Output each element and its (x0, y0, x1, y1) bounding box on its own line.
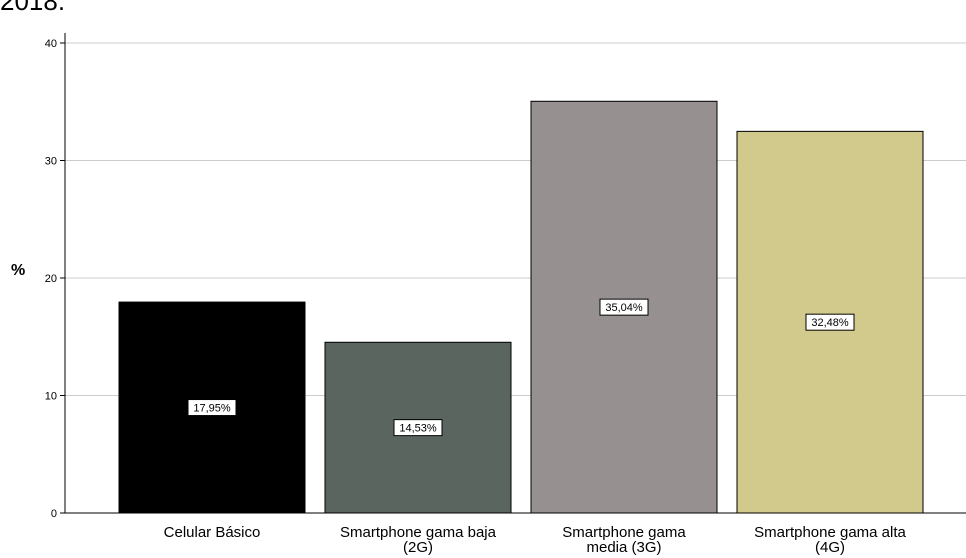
y-tick-label: 10 (45, 391, 57, 403)
data-label: 32,48% (811, 317, 849, 329)
bars (118, 100, 924, 514)
y-tick-label: 0 (51, 508, 57, 520)
category-label: Celular Básico (164, 524, 261, 541)
y-tick-label: 40 (45, 38, 57, 50)
data-label-box (599, 298, 649, 316)
top-caption-text: 2018. (0, 0, 66, 16)
data-labels: 17,95% 14,53% 35,04% 32,48% (187, 298, 855, 437)
data-label: 14,53% (399, 423, 437, 435)
category-label: Smartphone gama baja (340, 524, 497, 541)
category-label: Smartphone gama (562, 524, 686, 541)
data-label: 35,04% (605, 302, 643, 314)
data-label-box (805, 313, 855, 331)
data-label: 17,95% (193, 403, 231, 415)
category-label: media (3G) (586, 539, 661, 556)
y-tick-label: 20 (45, 273, 57, 285)
category-label: (2G) (403, 539, 433, 556)
data-label-box (393, 419, 443, 437)
category-label: (4G) (815, 539, 845, 556)
category-label: Smartphone gama alta (754, 524, 906, 541)
y-tick-labels: 0 10 20 30 40 (45, 38, 57, 520)
category-labels: Celular Básico Smartphone gama baja(2G) Sm… (164, 524, 907, 556)
data-label-box (187, 399, 237, 417)
y-axis-label: % (11, 262, 25, 279)
y-tick-label: 30 (45, 156, 57, 168)
